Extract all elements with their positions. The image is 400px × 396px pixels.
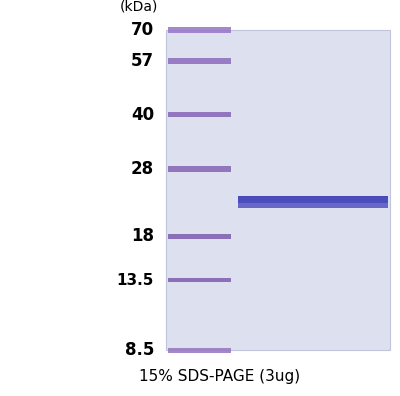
- Text: 18: 18: [131, 227, 154, 245]
- Bar: [168, 112, 231, 117]
- Text: (kDa): (kDa): [120, 0, 158, 14]
- Text: 13.5: 13.5: [117, 272, 154, 287]
- Text: 40: 40: [131, 106, 154, 124]
- Bar: [166, 30, 390, 350]
- Bar: [168, 27, 231, 33]
- Text: 57: 57: [131, 52, 154, 70]
- Bar: [238, 196, 388, 197]
- Text: 70: 70: [131, 21, 154, 39]
- Bar: [168, 234, 231, 239]
- Bar: [238, 203, 388, 208]
- Bar: [168, 166, 231, 172]
- Bar: [168, 278, 231, 282]
- Bar: [238, 196, 388, 203]
- Text: 8.5: 8.5: [125, 341, 154, 360]
- Bar: [168, 58, 231, 63]
- Text: 15% SDS-PAGE (3ug): 15% SDS-PAGE (3ug): [140, 369, 300, 384]
- Bar: [168, 348, 231, 353]
- Text: 28: 28: [131, 160, 154, 178]
